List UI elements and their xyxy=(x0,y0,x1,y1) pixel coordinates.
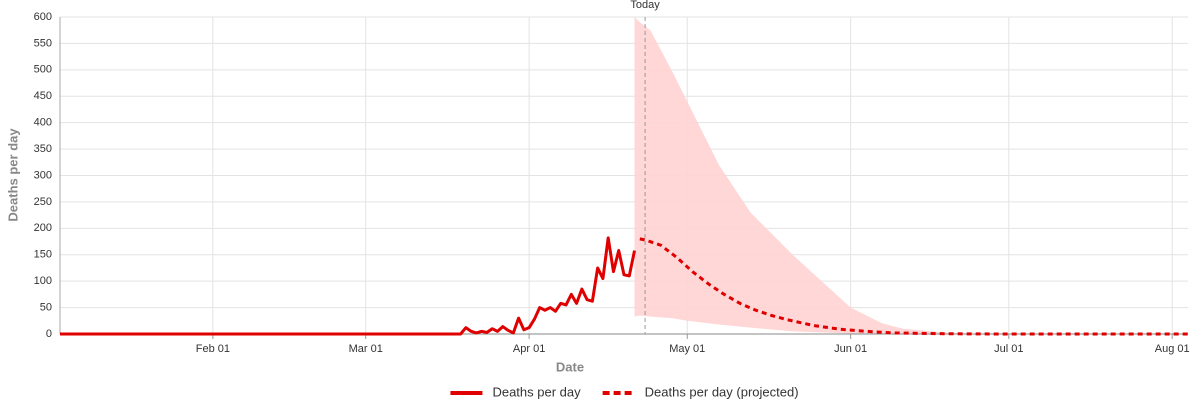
y-tick-label: 300 xyxy=(34,169,52,181)
series-line xyxy=(60,236,637,336)
y-tick-label: 0 xyxy=(46,328,52,340)
legend: Deaths per day Deaths per day (projected) xyxy=(450,384,799,399)
x-tick-label: Jul 01 xyxy=(994,343,1023,355)
legend-label: Deaths per day (projected) xyxy=(645,384,799,399)
y-tick-label: 450 xyxy=(34,90,52,102)
x-tick-label: Aug 01 xyxy=(1155,343,1190,355)
y-tick-label: 350 xyxy=(34,143,52,155)
grid xyxy=(60,16,1188,335)
y-tick-label: 250 xyxy=(34,196,52,208)
x-tick-label: Feb 01 xyxy=(196,343,230,355)
y-axis-title: Deaths per day xyxy=(5,128,20,222)
x-axis-title: Date xyxy=(556,359,584,374)
x-tick-label: Jun 01 xyxy=(834,343,867,355)
uncertainty-band xyxy=(634,17,1188,334)
x-tick-label: May 01 xyxy=(669,343,705,355)
y-tick-label: 200 xyxy=(34,222,52,234)
y-tick-label: 600 xyxy=(34,11,52,23)
y-tick-label: 500 xyxy=(34,64,52,76)
y-tick-label: 50 xyxy=(40,301,52,313)
x-tick-label: Apr 01 xyxy=(513,343,545,355)
series-line xyxy=(639,237,1188,336)
legend-label: Deaths per day xyxy=(492,384,581,399)
today-label: Today xyxy=(630,0,660,11)
y-tick-label: 550 xyxy=(34,37,52,49)
x-tick-label: Mar 01 xyxy=(349,343,383,355)
y-tick-label: 100 xyxy=(34,275,52,287)
y-tick-label: 150 xyxy=(34,249,52,261)
y-tick-label: 400 xyxy=(34,117,52,129)
